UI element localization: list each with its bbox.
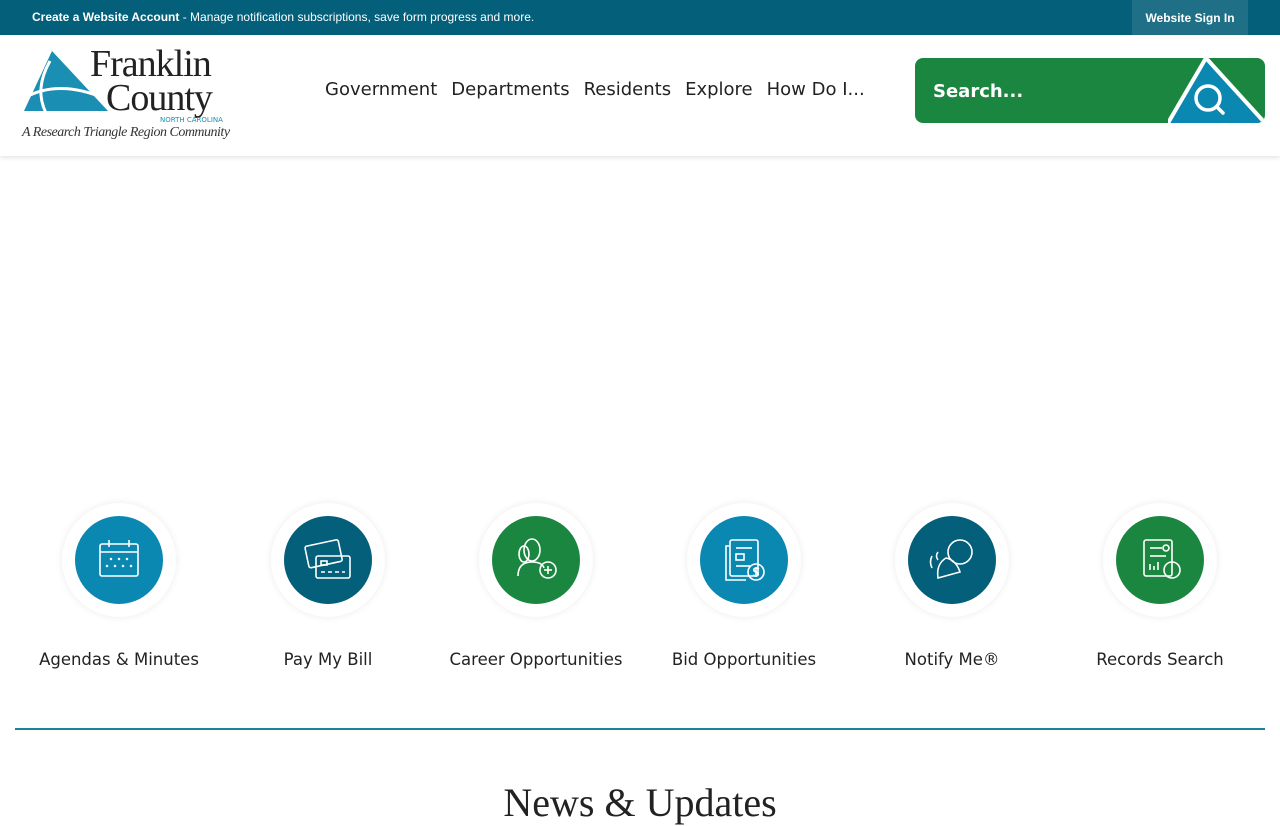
quick-link-ring	[271, 503, 385, 617]
nav-how-do-i[interactable]: How Do I...	[766, 79, 865, 100]
document-money-icon	[700, 516, 788, 604]
quick-link-label: Bid Opportunities	[671, 650, 817, 669]
quick-link-ring	[687, 503, 801, 617]
header: Franklin County NORTH CAROLINA A Researc…	[0, 35, 1280, 156]
quick-link-label: Agendas & Minutes	[39, 650, 199, 669]
quick-link-label: Career Opportunities	[449, 650, 623, 669]
search-icon[interactable]	[1168, 58, 1265, 123]
top-bar: Create a Website Account - Manage notifi…	[0, 0, 1280, 35]
logo-line1: Franklin	[90, 43, 212, 85]
nav-residents[interactable]: Residents	[583, 79, 672, 100]
logo-tagline: A Research Triangle Region Community	[22, 125, 230, 140]
website-sign-in-button[interactable]: Website Sign In	[1132, 0, 1248, 35]
create-account-link[interactable]: Create a Website Account - Manage notifi…	[32, 10, 534, 25]
people-add-icon	[492, 516, 580, 604]
quick-link-career-opportunities[interactable]: Career Opportunities	[432, 503, 640, 670]
quick-link-ring	[1103, 503, 1217, 617]
main-nav: Government Departments Residents Explore…	[318, 79, 872, 101]
logo-state: NORTH CAROLINA	[160, 116, 223, 124]
logo[interactable]: Franklin County NORTH CAROLINA A Researc…	[20, 43, 250, 147]
nav-government[interactable]: Government	[325, 79, 438, 100]
search-input[interactable]	[933, 76, 1153, 106]
quick-link-records-search[interactable]: Records Search	[1056, 503, 1264, 670]
quick-link-notify-me[interactable]: Notify Me®	[848, 503, 1056, 670]
quick-link-label: Records Search	[1096, 650, 1224, 669]
bell-chat-icon	[908, 516, 996, 604]
quick-link-pay-my-bill[interactable]: Pay My Bill	[224, 503, 432, 670]
create-account-label[interactable]: Create a Website Account	[32, 10, 180, 24]
calendar-icon	[75, 516, 163, 604]
create-account-desc: - Manage notification subscriptions, sav…	[179, 10, 535, 24]
quick-link-ring	[62, 503, 176, 617]
credit-card-icon	[284, 516, 372, 604]
search-box	[915, 58, 1265, 123]
logo-triangle-icon	[24, 51, 108, 114]
nav-explore[interactable]: Explore	[685, 79, 753, 100]
quick-link-ring	[479, 503, 593, 617]
quick-link-bid-opportunities[interactable]: Bid Opportunities	[640, 503, 848, 670]
logo-line2: County	[106, 77, 213, 119]
section-divider	[15, 728, 1265, 730]
news-heading: News & Updates	[503, 780, 777, 825]
quick-link-ring	[895, 503, 1009, 617]
records-search-icon	[1116, 516, 1204, 604]
quick-link-agendas-minutes[interactable]: Agendas & Minutes	[15, 503, 223, 670]
quick-link-label: Notify Me®	[904, 650, 1000, 669]
nav-departments[interactable]: Departments	[451, 79, 570, 100]
quick-link-label: Pay My Bill	[283, 650, 373, 669]
